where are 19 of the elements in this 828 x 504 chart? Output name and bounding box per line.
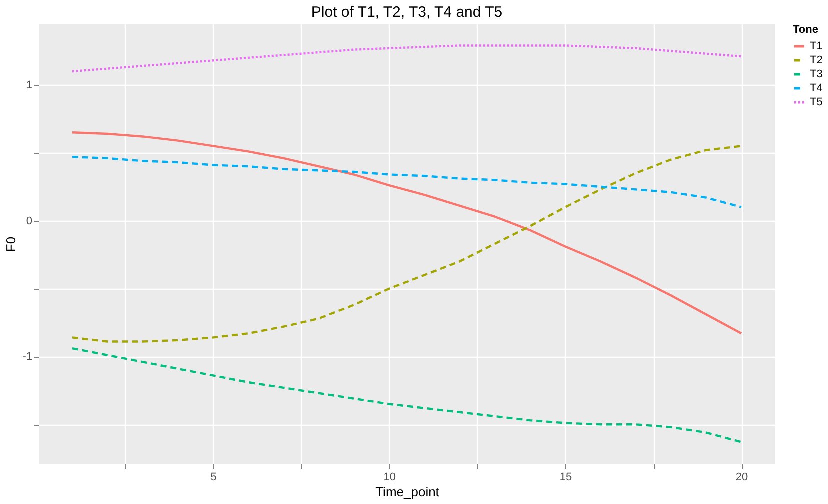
legend-title: Tone [793, 24, 818, 36]
legend-label: T2 [810, 54, 823, 66]
chart-title: Plot of T1, T2, T3, T4 and T5 [311, 4, 503, 21]
line-series [71, 44, 743, 73]
y-axis-title: F0 [4, 236, 19, 252]
line-series [71, 347, 743, 444]
legend-label: T3 [810, 68, 823, 80]
y-tick-label: 0 [26, 215, 32, 228]
y-tick-label: -1 [22, 351, 32, 364]
legend-label: T5 [810, 96, 823, 108]
x-tick-label: 20 [736, 472, 748, 484]
x-tick-label: 5 [210, 472, 217, 484]
x-tick-label: 10 [384, 472, 396, 484]
x-axis-title: Time_point [376, 484, 440, 500]
legend-label: T1 [810, 40, 823, 52]
line-series [71, 156, 743, 208]
y-tick-label: 1 [26, 80, 32, 92]
x-tick-label: 15 [560, 472, 572, 484]
legend-label: T4 [810, 82, 823, 94]
